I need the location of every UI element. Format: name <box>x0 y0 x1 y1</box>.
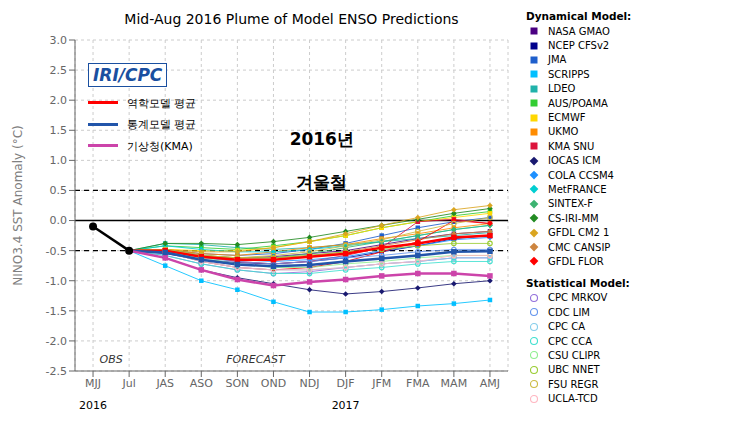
html-text:UCLA-TCD: UCLA-TCD <box>548 393 598 405</box>
html-text:SCRIPPS: SCRIPPS <box>548 68 590 80</box>
html-text:2017: 2017 <box>331 398 360 412</box>
html-text:CPC CCA: CPC CCA <box>548 335 592 347</box>
svg-text:SON: SON <box>225 377 249 390</box>
html-text:JMA: JMA <box>548 54 567 66</box>
html-text:OBS: OBS <box>99 352 123 366</box>
html-text:IOCAS ICM: IOCAS ICM <box>548 155 601 167</box>
svg-text:2.0: 2.0 <box>50 94 68 107</box>
html-text:역학모델 평균: 역학모델 평균 <box>127 96 197 110</box>
html-text:UKMO: UKMO <box>548 126 579 138</box>
svg-text:1.5: 1.5 <box>50 124 68 137</box>
svg-text:1.0: 1.0 <box>50 154 68 167</box>
html-text:MetFRANCE: MetFRANCE <box>548 184 607 195</box>
svg-text:DJF: DJF <box>337 377 355 390</box>
html-text:GFDL FLOR: GFDL FLOR <box>548 255 604 267</box>
html-text:SINTEX-F: SINTEX-F <box>548 198 593 210</box>
html-text:FORECAST: FORECAST <box>226 352 285 366</box>
svg-text:-2.0: -2.0 <box>46 335 67 348</box>
svg-text:NINO3.4 SST Anomaly (°C): NINO3.4 SST Anomaly (°C) <box>11 125 25 285</box>
html-text:Mid-Aug 2016 Plume of Model EN: Mid-Aug 2016 Plume of Model ENSO Predict… <box>124 11 459 27</box>
html-text:LDEO: LDEO <box>548 83 576 95</box>
html-text:CS-IRI-MM: CS-IRI-MM <box>548 212 599 224</box>
svg-text:AMJ: AMJ <box>480 377 500 390</box>
html-text:FSU REGR: FSU REGR <box>548 378 599 390</box>
html-text:Statistical Model:: Statistical Model: <box>526 276 630 289</box>
html-text:GFDL CM2 1: GFDL CM2 1 <box>548 227 610 239</box>
svg-text:ASO: ASO <box>190 377 214 390</box>
svg-text:MJJ: MJJ <box>85 377 101 390</box>
svg-text:Jul: Jul <box>121 377 135 390</box>
html-text:CPC MRKOV: CPC MRKOV <box>548 292 608 304</box>
html-text:기상청(KMA): 기상청(KMA) <box>127 139 193 153</box>
svg-text:-1.0: -1.0 <box>46 275 67 288</box>
svg-text:MAM: MAM <box>441 377 468 390</box>
html-text:UBC NNET: UBC NNET <box>548 364 600 376</box>
svg-text:-1.5: -1.5 <box>46 305 67 318</box>
html-text:NCEP CFSv2: NCEP CFSv2 <box>548 40 610 52</box>
svg-text:JFM: JFM <box>371 377 391 390</box>
svg-text:-2.5: -2.5 <box>46 365 67 378</box>
html-text:CMC CANSIP: CMC CANSIP <box>548 241 611 253</box>
svg-text:2.5: 2.5 <box>50 64 68 77</box>
html-text:ECMWF: ECMWF <box>548 112 586 123</box>
html-text:Dynamical Model:: Dynamical Model: <box>526 10 632 22</box>
html-text:2016: 2016 <box>79 398 107 412</box>
html-text:KMA SNU: KMA SNU <box>548 140 595 152</box>
svg-text:3.0: 3.0 <box>50 34 68 47</box>
svg-text:JAS: JAS <box>155 377 174 390</box>
html-text:IRI/CPC: IRI/CPC <box>93 65 163 86</box>
html-text:COLA CCSM4: COLA CCSM4 <box>548 169 614 181</box>
html-text:통계모델 평균: 통계모델 평균 <box>127 117 197 131</box>
html-text:CPC CA: CPC CA <box>548 321 585 333</box>
svg-text:-0.5: -0.5 <box>46 245 67 258</box>
html-text:AUS/POAMA: AUS/POAMA <box>548 97 608 109</box>
html-text:2016년: 2016년 <box>289 128 354 149</box>
svg-text:0.5: 0.5 <box>50 184 68 197</box>
svg-text:FMA: FMA <box>406 377 430 390</box>
html-text:겨울철: 겨울철 <box>296 171 348 192</box>
html-text:CSU CLIPR: CSU CLIPR <box>548 349 601 361</box>
html-text:CDC LIM: CDC LIM <box>548 306 590 318</box>
svg-text:NDJ: NDJ <box>300 377 320 390</box>
svg-text:0.0: 0.0 <box>50 214 68 227</box>
svg-text:OND: OND <box>261 377 286 390</box>
html-text:NASA GMAO: NASA GMAO <box>548 25 610 37</box>
